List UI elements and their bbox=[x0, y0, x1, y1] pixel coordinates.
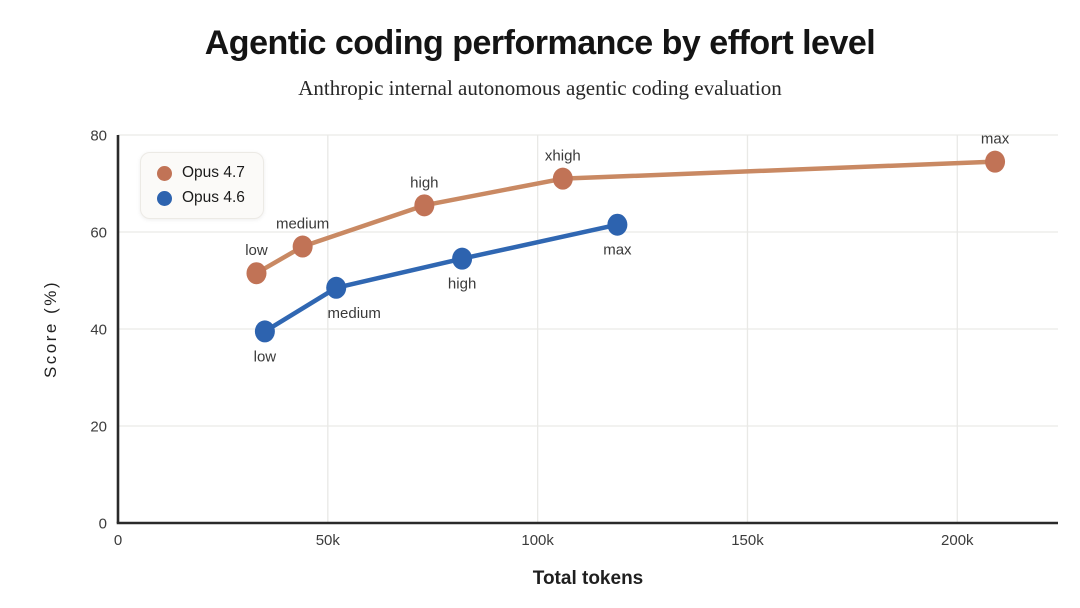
legend-item-opus-4-7: Opus 4.7 bbox=[157, 164, 245, 182]
y-tick-label: 20 bbox=[90, 419, 107, 436]
legend-marker-opus-4-7-icon bbox=[157, 165, 172, 181]
x-tick-label: 200k bbox=[941, 532, 974, 549]
data-point-opus-4-7-low bbox=[246, 262, 267, 285]
chart-subtitle: Anthropic internal autonomous agentic co… bbox=[298, 76, 782, 100]
point-label-low: low bbox=[254, 348, 277, 365]
data-point-opus-4-6-max bbox=[607, 213, 628, 236]
y-tick-label: 80 bbox=[90, 128, 107, 145]
x-tick-label: 0 bbox=[114, 532, 122, 549]
data-point-opus-4-6-medium bbox=[326, 276, 347, 299]
y-axis-title: Score (%) bbox=[41, 280, 60, 378]
x-axis-title: Total tokens bbox=[533, 568, 644, 589]
point-label-high: high bbox=[410, 174, 438, 191]
x-tick-label: 150k bbox=[731, 532, 764, 549]
x-tick-label: 100k bbox=[521, 532, 554, 549]
legend: Opus 4.7 Opus 4.6 bbox=[140, 152, 264, 219]
point-label-max: max bbox=[603, 242, 632, 259]
y-tick-label: 0 bbox=[99, 516, 107, 533]
data-point-opus-4-7-medium bbox=[292, 235, 313, 258]
y-tick-label: 60 bbox=[90, 225, 107, 242]
point-label-high: high bbox=[448, 276, 476, 293]
data-point-opus-4-7-high bbox=[414, 194, 435, 217]
chart-title: Agentic coding performance by effort lev… bbox=[204, 24, 876, 62]
y-tick-label: 40 bbox=[90, 322, 107, 339]
point-label-medium: medium bbox=[276, 216, 329, 233]
data-point-opus-4-7-max bbox=[985, 150, 1006, 173]
point-label-max: max bbox=[981, 131, 1010, 148]
data-point-opus-4-6-high bbox=[452, 247, 473, 270]
point-label-medium: medium bbox=[328, 305, 381, 322]
point-label-xhigh: xhigh bbox=[545, 148, 581, 165]
legend-label-opus-4-7: Opus 4.7 bbox=[182, 164, 245, 181]
x-tick-label: 50k bbox=[316, 532, 341, 549]
series-line-opus-4-6 bbox=[262, 222, 620, 334]
point-label-low: low bbox=[245, 242, 268, 259]
legend-label-opus-4-6: Opus 4.6 bbox=[182, 189, 245, 206]
data-point-opus-4-6-low bbox=[254, 320, 275, 343]
legend-item-opus-4-6: Opus 4.6 bbox=[157, 189, 245, 207]
data-point-opus-4-7-xhigh bbox=[552, 167, 573, 190]
legend-marker-opus-4-6-icon bbox=[157, 190, 172, 206]
